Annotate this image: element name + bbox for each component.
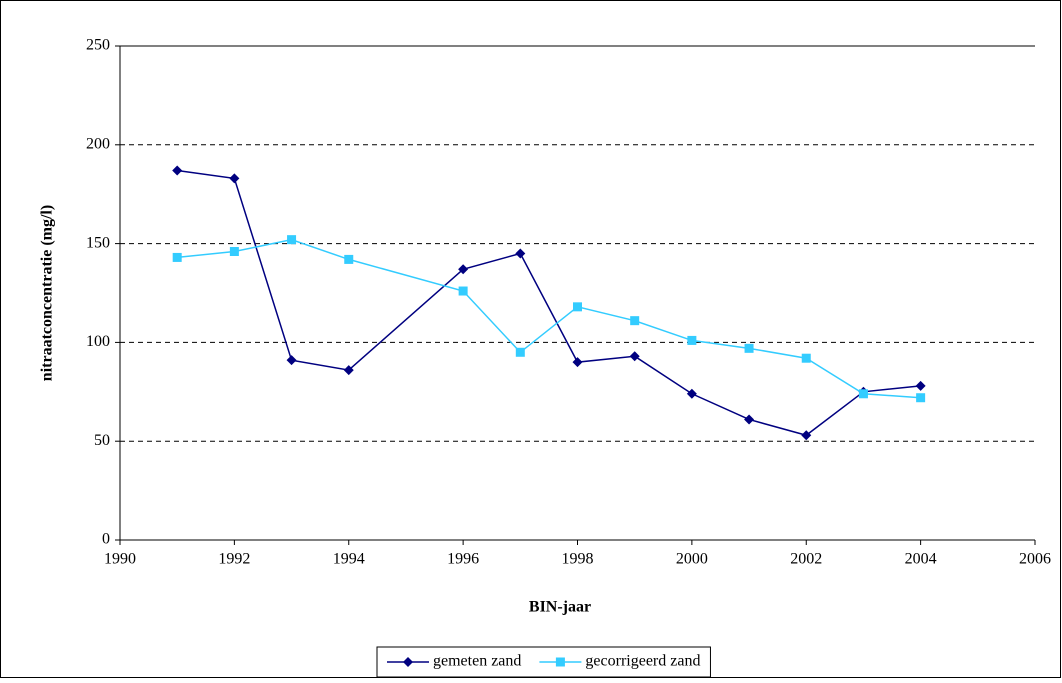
marker — [916, 393, 926, 403]
marker — [572, 357, 583, 368]
x-tick-label: 2000 — [676, 551, 708, 568]
marker — [858, 389, 868, 399]
x-axis-label: BIN-jaar — [529, 599, 591, 616]
x-tick-label: 2002 — [790, 551, 822, 568]
y-tick-label: 0 — [102, 531, 110, 548]
marker — [229, 247, 239, 257]
y-tick-label: 200 — [86, 135, 110, 152]
legend-label: gemeten zand — [433, 653, 521, 670]
marker — [229, 173, 240, 184]
legend-box — [376, 646, 711, 678]
y-tick-label: 50 — [94, 432, 110, 449]
marker — [555, 657, 565, 667]
marker — [172, 165, 183, 176]
marker — [172, 252, 182, 262]
legend: gemeten zand gecorrigeerd zand — [376, 646, 711, 678]
marker — [515, 347, 525, 357]
marker — [915, 380, 926, 391]
marker — [344, 254, 354, 264]
marker — [458, 286, 468, 296]
marker — [629, 351, 640, 362]
marker — [403, 657, 413, 667]
marker — [287, 235, 297, 245]
y-tick-label: 100 — [86, 333, 110, 350]
marker — [801, 353, 811, 363]
x-tick-label: 1992 — [218, 551, 250, 568]
marker — [801, 430, 812, 441]
marker — [343, 365, 354, 376]
x-tick-label: 2004 — [905, 551, 937, 568]
y-axis-label: nitraatconcentratie (mg/l) — [39, 205, 56, 381]
x-tick-label: 1994 — [333, 551, 365, 568]
y-tick-label: 150 — [86, 234, 110, 251]
marker — [686, 388, 697, 399]
marker — [630, 316, 640, 326]
marker — [744, 343, 754, 353]
marker — [286, 355, 297, 366]
marker — [687, 335, 697, 345]
x-tick-label: 1996 — [447, 551, 479, 568]
legend-label: gecorrigeerd zand — [585, 653, 700, 670]
y-tick-label: 250 — [86, 37, 110, 54]
x-tick-label: 2006 — [1019, 551, 1051, 568]
marker — [458, 264, 469, 275]
x-tick-label: 1998 — [562, 551, 594, 568]
x-tick-label: 1990 — [104, 551, 136, 568]
marker — [515, 248, 526, 259]
marker — [744, 414, 755, 425]
marker — [573, 302, 582, 312]
